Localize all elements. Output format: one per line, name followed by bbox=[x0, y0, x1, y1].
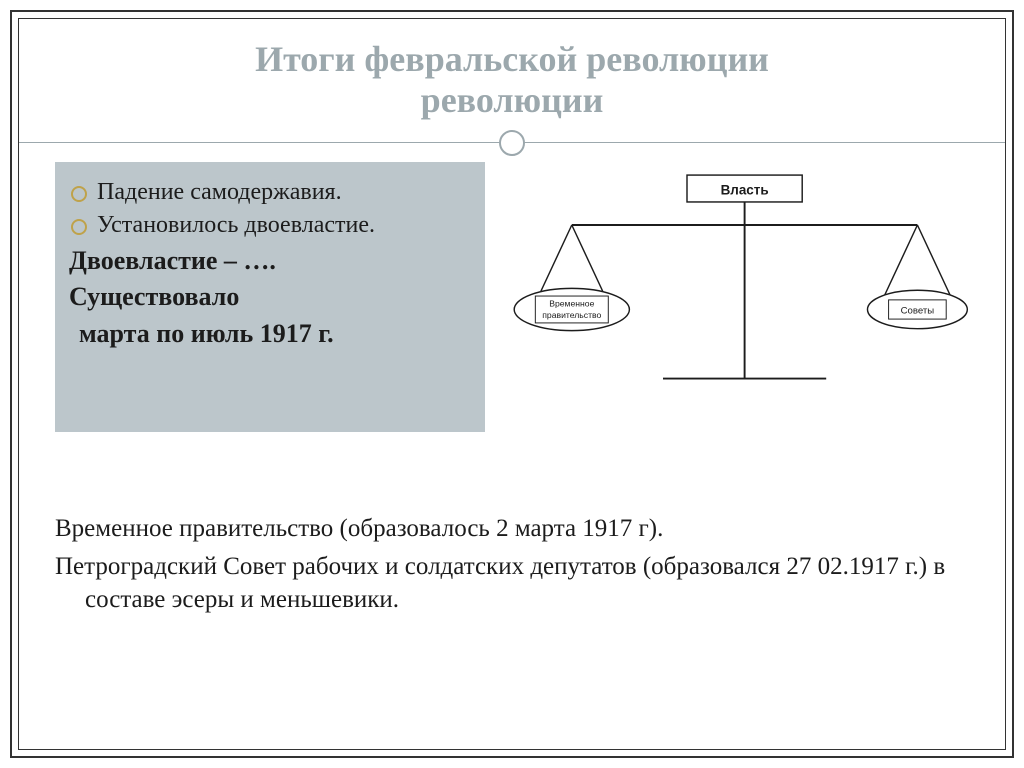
slide-title: Итоги февральской революции революции bbox=[19, 19, 1005, 122]
bullet-list: Падение самодержавия. Установилось двоев… bbox=[69, 176, 471, 243]
definition-label: Двоевластие – …. bbox=[69, 243, 471, 279]
text-panel: Падение самодержавия. Установилось двоев… bbox=[55, 162, 485, 432]
left-pan-label-1: Временное bbox=[549, 298, 594, 308]
title-line-2: революции bbox=[59, 80, 965, 121]
divider-circle-icon bbox=[499, 130, 525, 156]
inner-frame: Итоги февральской революции революции Па… bbox=[18, 18, 1006, 750]
scale-svg: Власть Временное прави bbox=[495, 162, 975, 432]
title-divider bbox=[19, 122, 1005, 162]
existed-label: Существовало bbox=[69, 279, 471, 315]
left-pan-label-2: правительство bbox=[542, 310, 601, 320]
bottom-paragraph-1: Временное правительство (образовалось 2 … bbox=[55, 512, 969, 546]
top-label: Власть bbox=[721, 182, 769, 197]
right-hanger bbox=[884, 225, 918, 297]
title-line-1: Итоги февральской революции bbox=[59, 39, 965, 80]
left-hanger bbox=[538, 225, 572, 297]
period-label: марта по июль 1917 г. bbox=[69, 316, 471, 352]
bullet-item: Установилось двоевластие. bbox=[69, 209, 471, 243]
bottom-text: Временное правительство (образовалось 2 … bbox=[19, 432, 1005, 617]
right-hanger bbox=[917, 225, 951, 297]
bullet-item: Падение самодержавия. bbox=[69, 176, 471, 210]
left-hanger bbox=[572, 225, 606, 297]
balance-diagram: Власть Временное прави bbox=[495, 162, 975, 432]
bottom-paragraph-2: Петроградский Совет рабочих и солдатских… bbox=[55, 550, 969, 618]
right-pan-label: Советы bbox=[901, 305, 935, 316]
content-row: Падение самодержавия. Установилось двоев… bbox=[19, 162, 1005, 432]
